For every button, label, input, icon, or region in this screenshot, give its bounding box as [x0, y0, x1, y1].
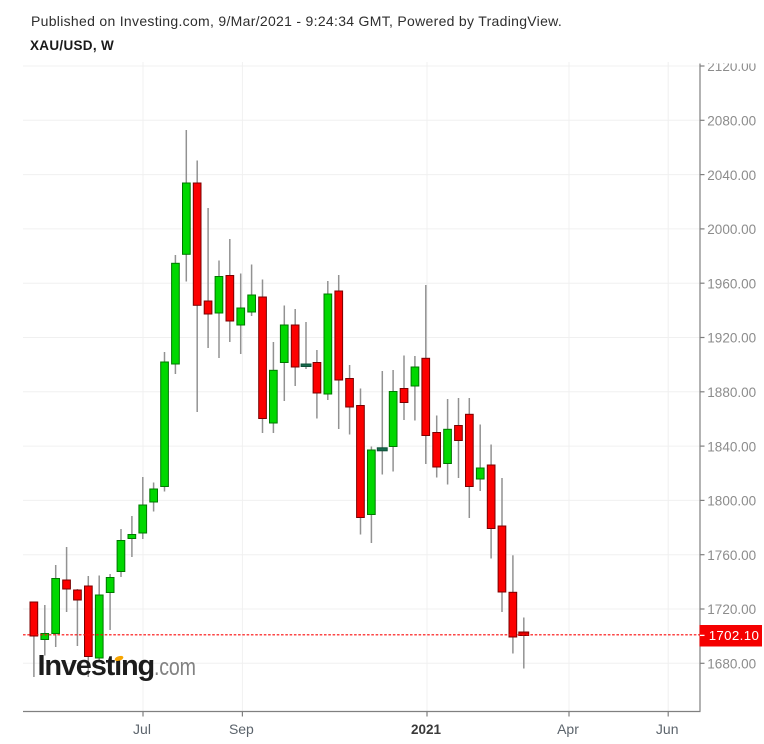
svg-text:1720.00: 1720.00 — [707, 602, 756, 617]
svg-text:Sep: Sep — [229, 721, 254, 737]
svg-text:1840.00: 1840.00 — [707, 439, 756, 454]
svg-text:2021: 2021 — [411, 722, 442, 737]
svg-text:Jun: Jun — [656, 721, 679, 737]
svg-text:1920.00: 1920.00 — [707, 331, 756, 346]
svg-text:1880.00: 1880.00 — [707, 385, 756, 400]
svg-text:1960.00: 1960.00 — [707, 276, 756, 291]
svg-text:1702.10: 1702.10 — [709, 628, 760, 643]
svg-text:Apr: Apr — [557, 721, 579, 737]
svg-text:1800.00: 1800.00 — [707, 494, 756, 509]
svg-text:2000.00: 2000.00 — [707, 222, 756, 237]
svg-text:2040.00: 2040.00 — [707, 168, 756, 183]
svg-text:Jul: Jul — [133, 721, 151, 737]
svg-text:1760.00: 1760.00 — [707, 548, 756, 563]
svg-text:2080.00: 2080.00 — [707, 114, 756, 129]
svg-text:1680.00: 1680.00 — [707, 657, 756, 672]
